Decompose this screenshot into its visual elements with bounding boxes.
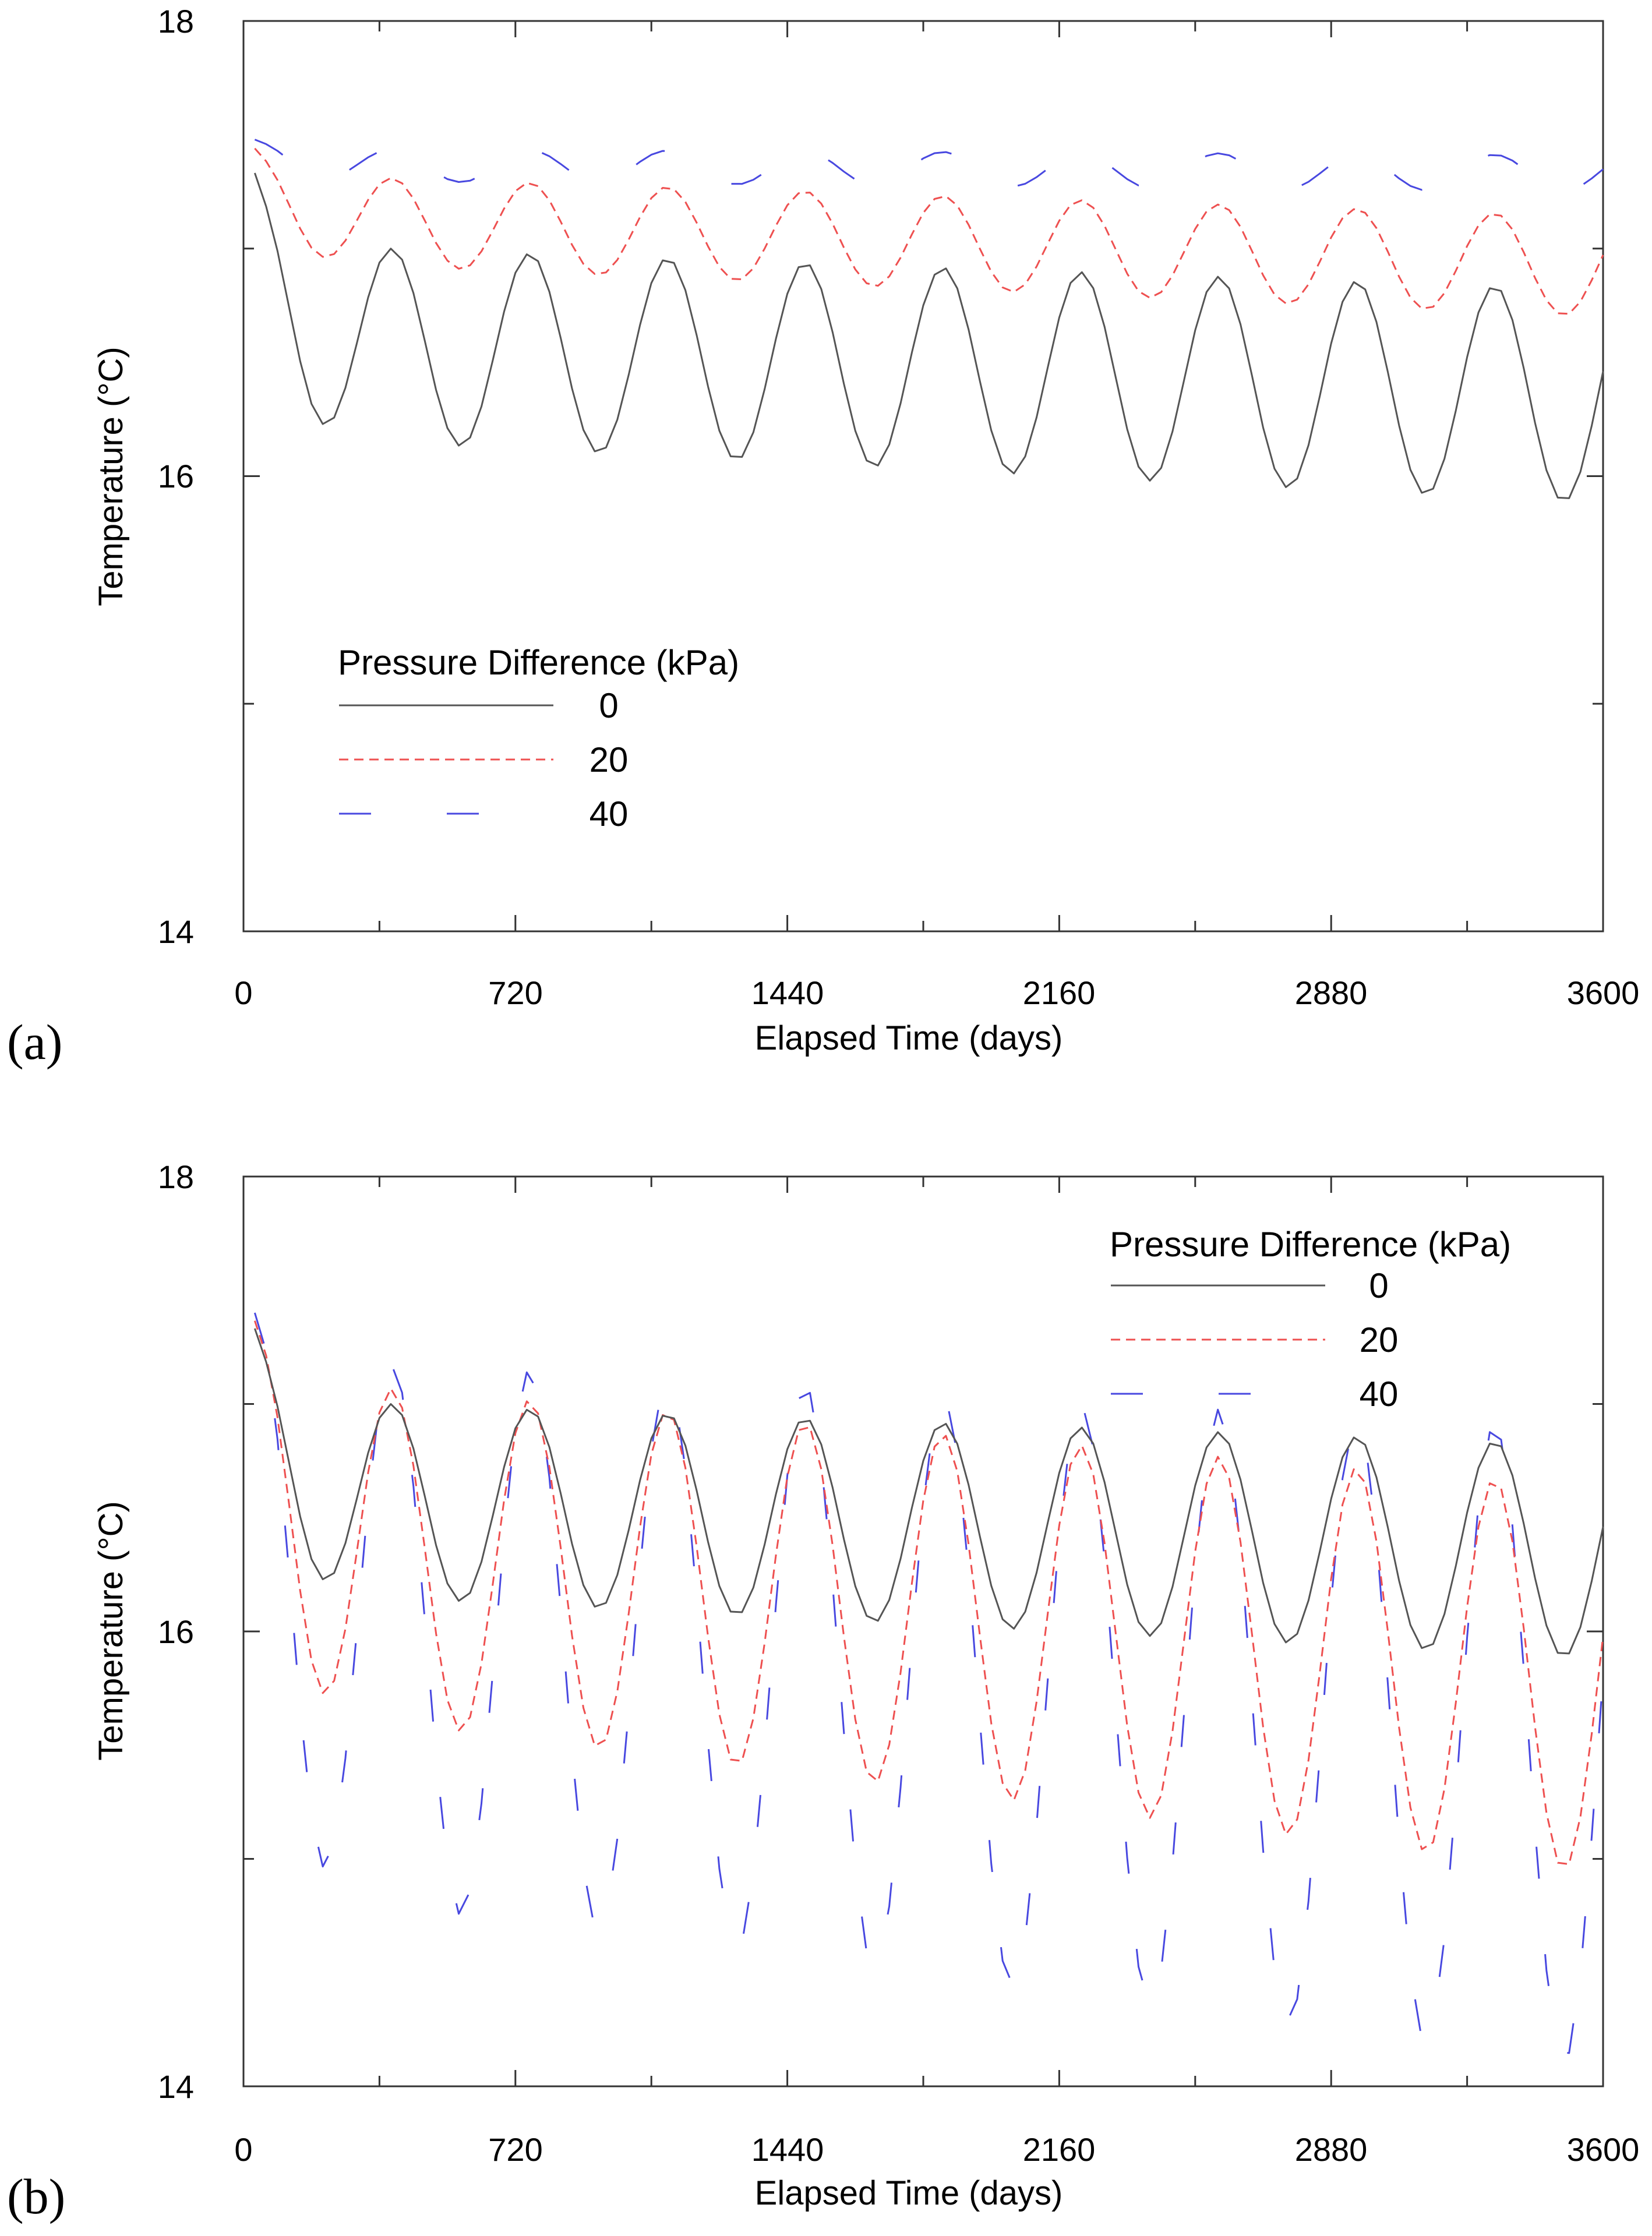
- x-tick-label: 2880: [1295, 2131, 1368, 2168]
- series-line-20-kpa: [253, 1320, 1604, 1866]
- plot-lines: [253, 1312, 1604, 2054]
- x-tick-label: 0: [234, 2131, 252, 2168]
- x-axis-title: Elapsed Time (days): [755, 2174, 1063, 2212]
- series-line-0-kpa: [253, 172, 1604, 499]
- y-tick-label: 14: [158, 913, 194, 950]
- series-line-40-kpa: [254, 139, 1604, 192]
- series-line-20-kpa: [254, 147, 1604, 315]
- x-tick-label: 2160: [1023, 974, 1096, 1011]
- legend-label-40: 40: [590, 794, 629, 833]
- x-tick-label: 720: [488, 974, 542, 1011]
- y-axis-title: Temperature (°C): [92, 347, 130, 606]
- panel-label: (b): [7, 2168, 65, 2224]
- y-tick-label: 16: [158, 458, 194, 494]
- series-line-0-kpa: [253, 1328, 1604, 1655]
- x-tick-label: 720: [488, 2131, 542, 2168]
- x-tick-label: 1440: [751, 974, 824, 1011]
- legend-label-20: 20: [590, 740, 629, 779]
- plot-lines: [253, 139, 1604, 499]
- x-tick-label: 3600: [1567, 2131, 1640, 2168]
- x-axis-title: Elapsed Time (days): [755, 1019, 1063, 1057]
- series-line-40-kpa: [253, 1312, 1604, 2054]
- legend: Pressure Difference (kPa) 0 20 40: [338, 643, 739, 833]
- y-tick-label: 16: [158, 1613, 194, 1650]
- y-tick-label: 14: [158, 2068, 194, 2105]
- x-tick-label: 3600: [1567, 974, 1640, 1011]
- x-ticks: [242, 1177, 1604, 2086]
- y-tick-label: 18: [158, 3, 194, 40]
- plot-frame: [242, 1175, 1604, 2087]
- y-tick-label: 18: [158, 1158, 194, 1195]
- legend-title: Pressure Difference (kPa): [1110, 1225, 1511, 1264]
- legend-label-0: 0: [599, 686, 618, 725]
- legend: Pressure Difference (kPa) 0 20 40: [1110, 1225, 1511, 1414]
- legend-title: Pressure Difference (kPa): [338, 643, 739, 682]
- x-tick-label: 0: [234, 974, 252, 1011]
- chart-panel-b: 0 720 1440 2160 2880 3600 18 16 14 Elaps…: [7, 1158, 1639, 2224]
- y-ticks: [243, 1175, 1603, 2087]
- x-tick-label: 2880: [1295, 974, 1368, 1011]
- y-ticks: [243, 20, 1603, 932]
- legend-label-20: 20: [1360, 1320, 1399, 1359]
- chart-panel-a: 0 720 1440 2160 2880 3600 18 16 14 Elaps…: [7, 3, 1639, 1070]
- legend-label-40: 40: [1360, 1375, 1399, 1414]
- panel-label: (a): [7, 1014, 62, 1070]
- x-tick-label: 1440: [751, 2131, 824, 2168]
- x-ticks: [242, 21, 1604, 931]
- x-tick-label: 2160: [1023, 2131, 1096, 2168]
- legend-label-0: 0: [1369, 1266, 1388, 1305]
- y-axis-title: Temperature (°C): [92, 1501, 130, 1760]
